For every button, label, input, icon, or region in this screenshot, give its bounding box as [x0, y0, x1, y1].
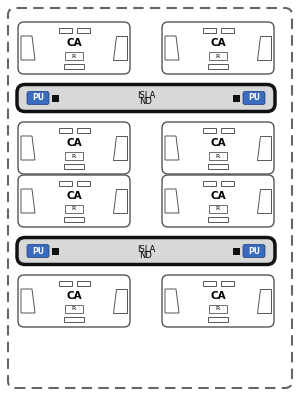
Bar: [65, 205, 83, 213]
Bar: [208, 317, 228, 322]
Polygon shape: [257, 136, 271, 160]
FancyBboxPatch shape: [162, 175, 274, 227]
Bar: [202, 128, 215, 133]
Polygon shape: [21, 189, 35, 213]
Polygon shape: [21, 289, 35, 313]
Text: CA: CA: [210, 291, 226, 301]
Text: R: R: [72, 206, 76, 211]
Text: R: R: [216, 53, 220, 59]
Polygon shape: [113, 289, 127, 313]
Bar: [76, 128, 89, 133]
Polygon shape: [257, 189, 271, 213]
Bar: [76, 28, 89, 33]
Bar: [220, 181, 233, 186]
Text: R: R: [216, 307, 220, 312]
Bar: [208, 164, 228, 169]
Bar: [58, 281, 71, 286]
Bar: [76, 181, 89, 186]
FancyBboxPatch shape: [162, 122, 274, 174]
Text: PU: PU: [248, 246, 260, 255]
FancyBboxPatch shape: [27, 244, 49, 257]
Bar: [64, 217, 84, 222]
Text: CA: CA: [66, 138, 82, 148]
Text: R: R: [216, 206, 220, 211]
Bar: [202, 181, 215, 186]
Polygon shape: [165, 136, 179, 160]
FancyBboxPatch shape: [27, 91, 49, 105]
Text: R: R: [72, 307, 76, 312]
Polygon shape: [165, 189, 179, 213]
Bar: [202, 28, 215, 33]
FancyBboxPatch shape: [162, 275, 274, 327]
FancyBboxPatch shape: [18, 122, 130, 174]
Bar: [58, 181, 71, 186]
Polygon shape: [165, 289, 179, 313]
Bar: [220, 128, 233, 133]
Text: PU: PU: [248, 93, 260, 103]
Bar: [65, 305, 83, 313]
Bar: [233, 95, 240, 101]
Text: CA: CA: [66, 38, 82, 48]
Bar: [209, 205, 227, 213]
Text: CA: CA: [210, 38, 226, 48]
Polygon shape: [113, 36, 127, 60]
Bar: [65, 152, 83, 160]
Bar: [202, 281, 215, 286]
FancyBboxPatch shape: [162, 22, 274, 74]
Text: R: R: [216, 154, 220, 158]
Bar: [209, 52, 227, 60]
Polygon shape: [113, 189, 127, 213]
FancyBboxPatch shape: [243, 244, 265, 257]
Text: R: R: [72, 154, 76, 158]
Text: PU: PU: [32, 246, 44, 255]
Polygon shape: [257, 36, 271, 60]
Bar: [64, 317, 84, 322]
Text: CA: CA: [210, 138, 226, 148]
Bar: [64, 164, 84, 169]
Bar: [220, 28, 233, 33]
FancyBboxPatch shape: [243, 91, 265, 105]
Polygon shape: [21, 36, 35, 60]
Bar: [58, 128, 71, 133]
Text: PU: PU: [32, 93, 44, 103]
Bar: [76, 281, 89, 286]
Text: ISLA: ISLA: [137, 244, 155, 253]
Text: ND: ND: [140, 251, 152, 259]
Text: CA: CA: [66, 191, 82, 201]
Bar: [209, 152, 227, 160]
Text: CA: CA: [210, 191, 226, 201]
Bar: [208, 217, 228, 222]
Polygon shape: [21, 136, 35, 160]
FancyBboxPatch shape: [17, 238, 275, 265]
FancyBboxPatch shape: [18, 175, 130, 227]
Bar: [52, 95, 59, 101]
Text: R: R: [72, 53, 76, 59]
Text: ISLA: ISLA: [137, 91, 155, 101]
Bar: [58, 28, 71, 33]
FancyBboxPatch shape: [17, 84, 275, 112]
Bar: [220, 281, 233, 286]
Text: ND: ND: [140, 97, 152, 107]
Bar: [233, 248, 240, 255]
Polygon shape: [113, 136, 127, 160]
Bar: [209, 305, 227, 313]
Bar: [65, 52, 83, 60]
Polygon shape: [165, 36, 179, 60]
FancyBboxPatch shape: [18, 22, 130, 74]
Text: CA: CA: [66, 291, 82, 301]
FancyBboxPatch shape: [18, 275, 130, 327]
Polygon shape: [257, 289, 271, 313]
Bar: [64, 64, 84, 69]
Bar: [52, 248, 59, 255]
Bar: [208, 64, 228, 69]
